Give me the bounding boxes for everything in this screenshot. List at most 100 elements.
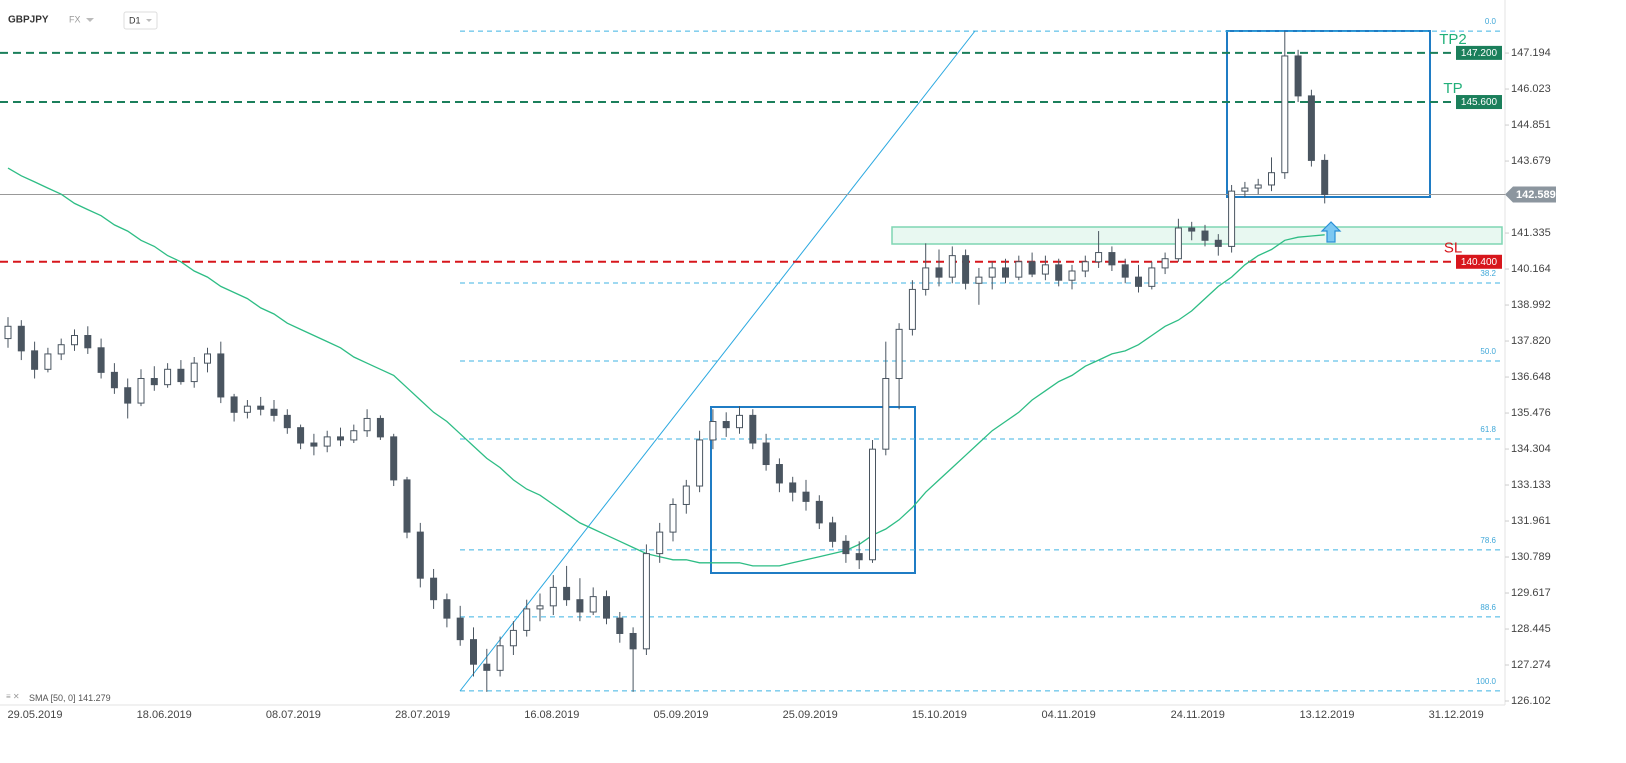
candle-body bbox=[470, 639, 477, 665]
candle-body bbox=[509, 629, 517, 647]
candle-body bbox=[257, 405, 265, 410]
fib-label: 61.8 bbox=[1480, 425, 1496, 434]
candle-body bbox=[749, 414, 757, 444]
y-tick-label: 129.617 bbox=[1511, 587, 1551, 599]
candle-body bbox=[124, 387, 132, 404]
y-tick-label: 143.679 bbox=[1511, 155, 1551, 167]
candle-body bbox=[1294, 55, 1302, 97]
candle-body bbox=[536, 605, 544, 610]
candle-body bbox=[110, 371, 118, 389]
candle-body bbox=[549, 586, 557, 607]
candle-body bbox=[137, 378, 145, 404]
candle-body bbox=[204, 353, 211, 364]
candle-body bbox=[456, 617, 464, 641]
y-tick-label: 137.820 bbox=[1511, 335, 1551, 347]
price-tag-label: 145.600 bbox=[1461, 97, 1498, 108]
trend-line[interactable] bbox=[459, 30, 976, 692]
legend-icon[interactable]: ≡ ✕ bbox=[6, 692, 20, 701]
candle-body bbox=[855, 553, 863, 561]
candle-body bbox=[230, 396, 238, 413]
fib-label: 0.0 bbox=[1485, 17, 1497, 26]
x-tick-label: 04.11.2019 bbox=[1041, 709, 1095, 721]
candle-body bbox=[762, 442, 770, 466]
candle-body bbox=[869, 448, 876, 561]
y-tick-label: 144.851 bbox=[1511, 119, 1551, 131]
candle-body bbox=[1015, 261, 1023, 278]
candle-body bbox=[789, 482, 797, 493]
candle-body bbox=[1148, 267, 1156, 287]
y-tick-label: 135.476 bbox=[1511, 407, 1551, 419]
y-tick-label: 147.194 bbox=[1511, 47, 1551, 59]
price-tag-label: 147.200 bbox=[1461, 48, 1498, 59]
candle-body bbox=[1135, 276, 1142, 287]
candle-body bbox=[1281, 55, 1289, 174]
candle-body bbox=[363, 417, 371, 432]
candle-body bbox=[629, 632, 637, 650]
candle-body bbox=[775, 464, 783, 484]
candle-body bbox=[1028, 261, 1036, 275]
fib-label: 100.0 bbox=[1476, 677, 1497, 686]
candle-body bbox=[576, 599, 584, 613]
candle-body bbox=[177, 368, 185, 383]
candle-body bbox=[669, 503, 677, 533]
candle-body bbox=[1068, 270, 1076, 281]
y-tick-label: 133.133 bbox=[1511, 479, 1551, 491]
x-tick-label: 08.07.2019 bbox=[266, 709, 321, 721]
candle-body bbox=[4, 325, 12, 340]
candle-body bbox=[922, 267, 930, 290]
candle-body bbox=[1121, 264, 1129, 278]
symbol[interactable]: GBPJPY bbox=[8, 15, 49, 26]
candle-body bbox=[589, 596, 597, 613]
candle-body bbox=[1174, 227, 1182, 260]
x-tick-label: 29.05.2019 bbox=[7, 709, 62, 721]
candle-body bbox=[829, 522, 837, 542]
y-tick-label: 140.164 bbox=[1511, 263, 1551, 275]
x-tick-label: 24.11.2019 bbox=[1171, 709, 1225, 721]
candle-body bbox=[802, 491, 810, 502]
x-tick-label: 25.09.2019 bbox=[783, 709, 838, 721]
x-tick-label: 28.07.2019 bbox=[395, 709, 450, 721]
dropdown-arrow[interactable] bbox=[86, 18, 94, 22]
fib-label: 88.6 bbox=[1480, 603, 1496, 612]
candle-body bbox=[1188, 227, 1196, 232]
candle-body bbox=[297, 427, 305, 444]
candle-body bbox=[1241, 187, 1249, 192]
candle-body bbox=[283, 414, 291, 429]
candle-body bbox=[948, 255, 956, 278]
support-zone[interactable] bbox=[891, 226, 1503, 245]
dropdown-arrow[interactable] bbox=[146, 19, 152, 22]
indicator-params: [50, 0] bbox=[51, 693, 76, 703]
consolidation-box[interactable] bbox=[710, 406, 916, 574]
candle-body bbox=[31, 350, 39, 370]
current-price-tag bbox=[1505, 186, 1556, 203]
candle-body bbox=[842, 540, 850, 555]
candle-body bbox=[496, 645, 504, 671]
y-tick-label: 136.648 bbox=[1511, 371, 1551, 383]
candle-body bbox=[975, 276, 983, 284]
x-tick-label: 31.12.2019 bbox=[1429, 709, 1484, 721]
candle-body bbox=[403, 479, 411, 533]
candle-body bbox=[1228, 190, 1236, 247]
interval[interactable]: D1 bbox=[129, 15, 141, 25]
y-tick-label: 138.992 bbox=[1511, 299, 1551, 311]
candle-body bbox=[935, 267, 943, 278]
candle-body bbox=[270, 408, 278, 416]
candle-body bbox=[71, 335, 78, 346]
candle-body bbox=[1307, 95, 1315, 161]
x-tick-label: 13.12.2019 bbox=[1299, 709, 1354, 721]
price-tag-label: 140.400 bbox=[1461, 257, 1498, 268]
candle-body bbox=[430, 577, 438, 601]
interval-box[interactable] bbox=[123, 11, 158, 30]
candle-body bbox=[908, 288, 916, 330]
indicator-legend: SMA [50, 0] 141.279 bbox=[29, 693, 111, 703]
candle-body bbox=[17, 325, 25, 352]
candle-body bbox=[190, 362, 198, 383]
candle-body bbox=[1055, 264, 1063, 281]
y-tick-label: 134.304 bbox=[1511, 443, 1551, 455]
y-tick-label: 146.023 bbox=[1511, 83, 1551, 95]
y-tick-label: 126.102 bbox=[1511, 695, 1551, 707]
indicator-value: 141.279 bbox=[78, 693, 111, 703]
